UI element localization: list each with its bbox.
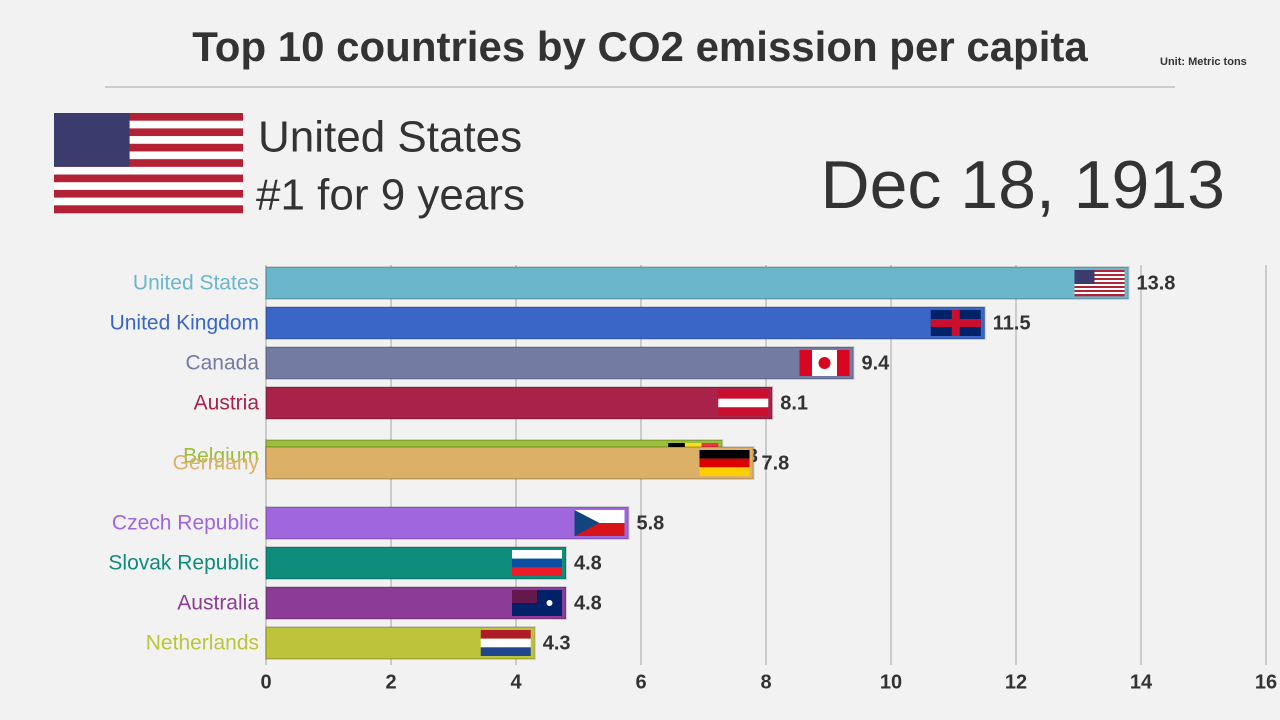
flag-stripe — [1074, 278, 1125, 281]
flag-stripe — [54, 128, 243, 137]
flag-stripe — [699, 458, 750, 468]
bar-label: Austria — [194, 392, 260, 415]
flag-stripe — [54, 151, 243, 160]
x-tick-label: 2 — [385, 671, 396, 693]
flag-stripe — [699, 467, 750, 476]
flag-stripe — [54, 197, 243, 206]
flag-stripe — [54, 136, 243, 145]
bar — [265, 386, 774, 420]
flag-stripe — [1074, 288, 1125, 291]
flag-band — [799, 350, 812, 376]
flag-stripe — [718, 390, 769, 399]
flag-stripe — [1074, 284, 1125, 287]
flag-stripe — [54, 166, 243, 175]
flag-stripe — [512, 558, 562, 568]
flag-stripe — [699, 450, 750, 459]
flag-stripe — [1074, 274, 1125, 277]
bar — [265, 346, 855, 380]
value-label: 13.8 — [1137, 272, 1176, 294]
bar-label: Belgium — [183, 445, 259, 468]
x-tick-label: 14 — [1130, 671, 1153, 693]
flag-stripe — [718, 407, 769, 416]
bar — [265, 306, 986, 340]
x-tick-label: 0 — [260, 671, 271, 693]
bar-label: Canada — [185, 352, 259, 375]
flag-stripe — [480, 630, 531, 639]
flag-stripe — [1074, 286, 1125, 289]
bar — [265, 446, 755, 480]
flag-stripe — [1074, 294, 1125, 297]
value-label: 4.3 — [543, 632, 571, 654]
flag-stripe — [54, 159, 243, 168]
flag-stripe — [1074, 276, 1125, 279]
flag — [699, 450, 750, 476]
value-label: 4.8 — [574, 592, 602, 614]
flag-stripe — [480, 647, 531, 656]
bar — [265, 266, 1130, 300]
bar-label: Czech Republic — [112, 512, 259, 535]
x-tick-label: 16 — [1255, 671, 1277, 693]
flag-stripe — [480, 638, 531, 648]
x-tick-label: 12 — [1005, 671, 1027, 693]
flag-star — [546, 600, 553, 606]
flag-triangle — [574, 510, 600, 536]
flag-stripe — [54, 120, 243, 129]
flag-stripe — [1074, 272, 1125, 275]
flag-stripe — [54, 182, 243, 191]
flag-stripe — [54, 189, 243, 198]
unit-note: Unit: Metric tons — [1160, 56, 1247, 68]
x-tick-label: 6 — [635, 671, 646, 693]
bar-label: Australia — [177, 592, 259, 615]
bar-label: United Kingdom — [110, 312, 259, 335]
leader-name: United States — [258, 113, 522, 162]
leader-flag — [54, 113, 243, 214]
value-label: 4.8 — [574, 552, 602, 574]
flag-stripe — [1074, 280, 1125, 283]
flag-leaf — [818, 357, 831, 369]
flag — [512, 590, 562, 616]
flag — [574, 510, 625, 536]
flag — [512, 550, 562, 576]
date: Dec 18, 1913 — [820, 147, 1225, 223]
flag-stripe — [1074, 270, 1125, 273]
flag-stripe — [718, 398, 769, 408]
flag — [480, 630, 531, 656]
flag-stripe — [54, 113, 243, 121]
flag — [1074, 270, 1125, 297]
value-label: 11.5 — [993, 312, 1031, 334]
flag — [718, 390, 769, 416]
flag-stripe — [54, 174, 243, 183]
flag-stripe — [1074, 290, 1125, 293]
value-label: 7.8 — [762, 452, 790, 474]
x-tick-label: 8 — [760, 671, 771, 693]
x-tick-label: 4 — [510, 671, 522, 693]
bar — [265, 506, 630, 540]
flag-canton — [54, 113, 130, 167]
flag-cross — [930, 319, 981, 327]
x-tick-label: 10 — [880, 671, 902, 693]
flag — [930, 310, 981, 336]
bar-label: Netherlands — [146, 632, 259, 655]
flag — [799, 350, 850, 376]
bar-label: United States — [133, 272, 259, 295]
value-label: 8.1 — [780, 392, 808, 414]
flag-stripe — [54, 143, 243, 152]
chart-title: Top 10 countries by CO2 emission per cap… — [192, 23, 1088, 70]
value-label: 9.4 — [862, 352, 891, 374]
flag-stripe — [1074, 282, 1125, 285]
flag-canton — [512, 590, 537, 603]
bar-label: Germany — [173, 452, 260, 475]
bar-label: Slovak Republic — [108, 552, 259, 575]
flag-band — [837, 350, 850, 376]
flag-stripe — [512, 550, 562, 559]
value-label: 5.8 — [637, 512, 665, 534]
flag-stripe — [512, 567, 562, 576]
flag-canton — [1074, 270, 1095, 284]
leader-note: #1 for 9 years — [256, 171, 525, 220]
flag-stripe — [1074, 292, 1125, 295]
flag-stripe — [54, 205, 243, 214]
